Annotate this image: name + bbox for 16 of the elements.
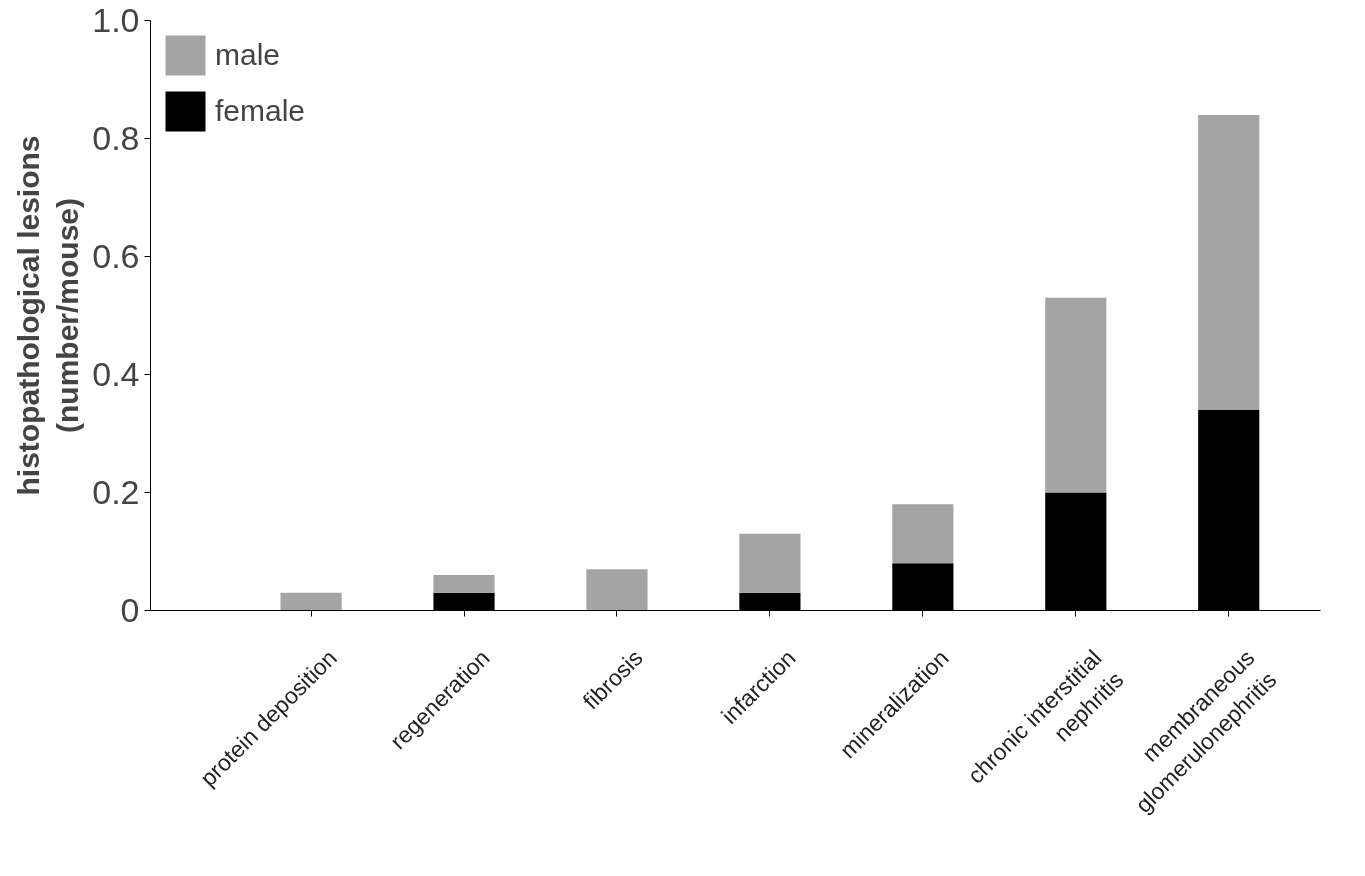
y-tick-label: 0.8 [92,119,140,157]
bar [280,592,342,611]
y-tick-label: 0.6 [92,237,140,275]
bar [739,533,801,593]
bar [433,575,495,593]
y-tick-label: 0.4 [92,355,140,393]
y-tick-label: 0 [120,591,140,629]
legend-label: male [215,38,281,72]
bar [1045,297,1107,493]
bar [892,504,954,564]
y-tick-label: 0.2 [92,473,140,511]
legend-label: female [215,94,306,128]
bar [586,569,648,611]
bar [1198,114,1260,410]
y-axis-title: histopathological lesions (number/mouse) [11,135,85,496]
y-tick-label: 1.0 [92,1,140,39]
